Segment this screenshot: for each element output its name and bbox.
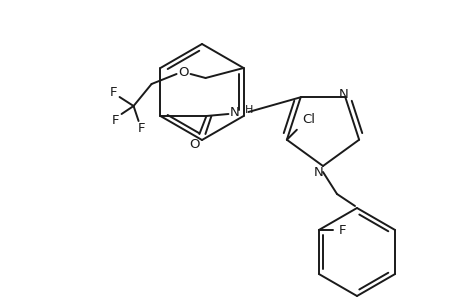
Text: N: N [313,167,323,179]
Text: Cl: Cl [302,113,315,126]
Text: F: F [138,122,145,134]
Text: N: N [229,106,239,118]
Text: O: O [189,137,199,151]
Text: F: F [112,113,119,127]
Text: N: N [338,88,347,101]
Text: F: F [338,224,346,236]
Text: H: H [244,105,252,115]
Text: F: F [110,85,117,98]
Text: O: O [178,65,188,79]
